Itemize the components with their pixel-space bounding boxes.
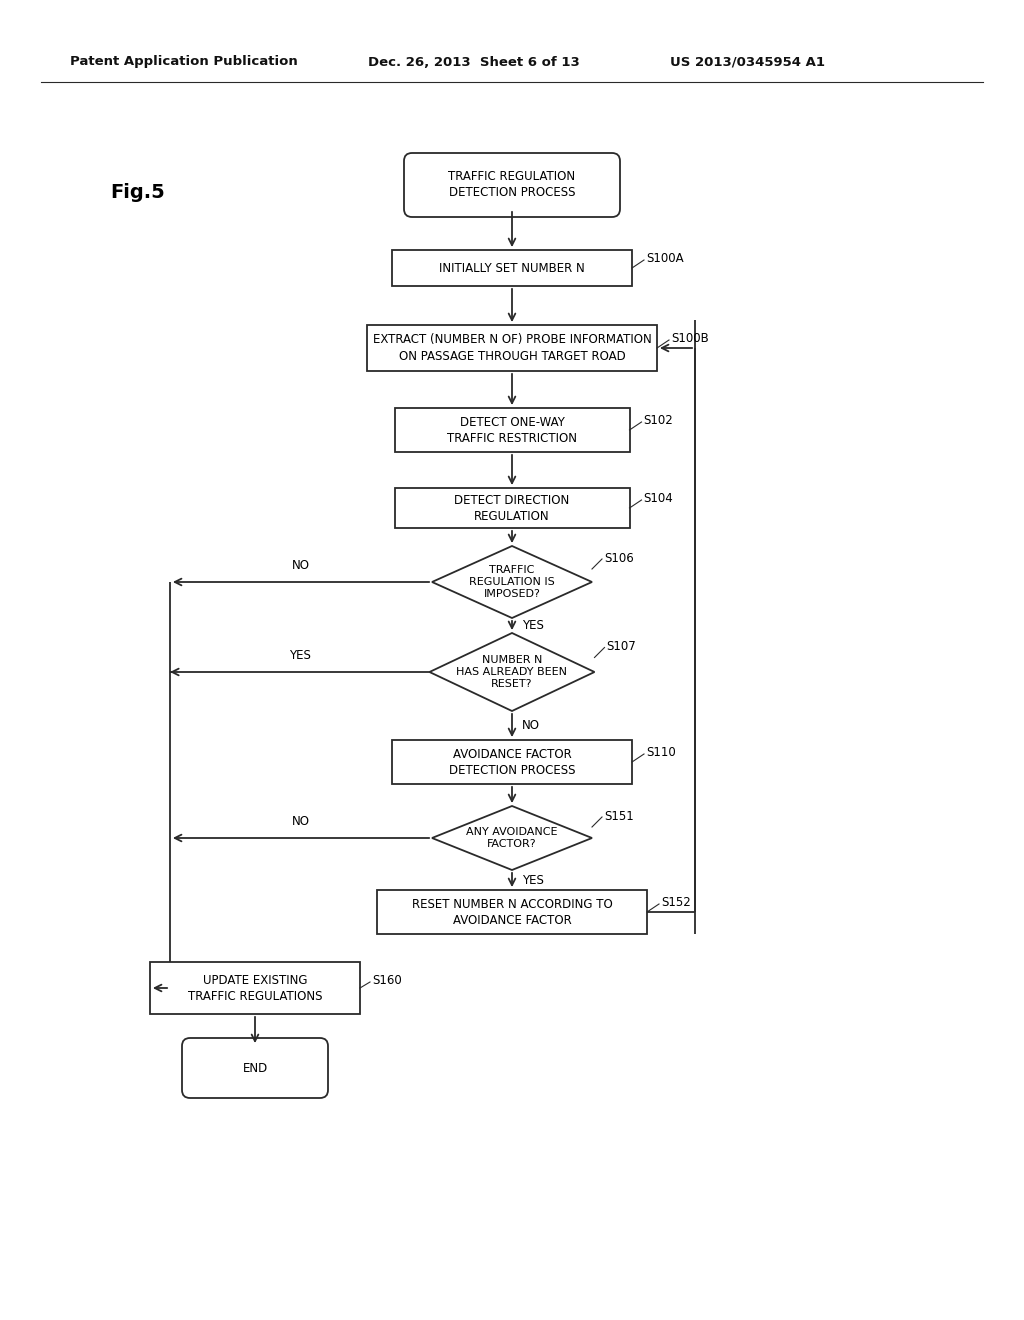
Text: TRAFFIC REGULATION
DETECTION PROCESS: TRAFFIC REGULATION DETECTION PROCESS	[449, 170, 575, 199]
FancyBboxPatch shape	[392, 249, 632, 286]
Text: S104: S104	[643, 491, 673, 504]
Text: Patent Application Publication: Patent Application Publication	[70, 55, 298, 69]
Text: END: END	[243, 1061, 267, 1074]
Text: US 2013/0345954 A1: US 2013/0345954 A1	[670, 55, 825, 69]
Text: NO: NO	[292, 558, 310, 572]
Text: S102: S102	[643, 413, 673, 426]
Text: UPDATE EXISTING
TRAFFIC REGULATIONS: UPDATE EXISTING TRAFFIC REGULATIONS	[187, 974, 323, 1002]
Text: S100B: S100B	[671, 331, 709, 345]
Text: YES: YES	[289, 649, 310, 663]
Text: Dec. 26, 2013  Sheet 6 of 13: Dec. 26, 2013 Sheet 6 of 13	[368, 55, 580, 69]
Text: S107: S107	[606, 640, 636, 653]
Text: S100A: S100A	[646, 252, 684, 264]
FancyBboxPatch shape	[367, 325, 657, 371]
Text: TRAFFIC
REGULATION IS
IMPOSED?: TRAFFIC REGULATION IS IMPOSED?	[469, 565, 555, 599]
Polygon shape	[429, 634, 595, 711]
FancyBboxPatch shape	[150, 962, 360, 1014]
FancyBboxPatch shape	[392, 741, 632, 784]
Text: S152: S152	[662, 895, 691, 908]
Text: S160: S160	[372, 974, 401, 986]
Text: S110: S110	[646, 746, 676, 759]
Text: EXTRACT (NUMBER N OF) PROBE INFORMATION
ON PASSAGE THROUGH TARGET ROAD: EXTRACT (NUMBER N OF) PROBE INFORMATION …	[373, 334, 651, 363]
Text: DETECT DIRECTION
REGULATION: DETECT DIRECTION REGULATION	[455, 494, 569, 523]
Text: NO: NO	[522, 719, 540, 733]
Text: NO: NO	[292, 814, 310, 828]
Text: YES: YES	[522, 619, 544, 632]
Polygon shape	[432, 807, 592, 870]
Text: ANY AVOIDANCE
FACTOR?: ANY AVOIDANCE FACTOR?	[466, 826, 558, 849]
Text: S151: S151	[604, 809, 634, 822]
FancyBboxPatch shape	[394, 488, 630, 528]
FancyBboxPatch shape	[394, 408, 630, 451]
FancyBboxPatch shape	[182, 1038, 328, 1098]
FancyBboxPatch shape	[404, 153, 620, 216]
FancyBboxPatch shape	[377, 890, 647, 935]
Text: INITIALLY SET NUMBER N: INITIALLY SET NUMBER N	[439, 261, 585, 275]
Polygon shape	[432, 546, 592, 618]
Text: RESET NUMBER N ACCORDING TO
AVOIDANCE FACTOR: RESET NUMBER N ACCORDING TO AVOIDANCE FA…	[412, 898, 612, 927]
Text: NUMBER N
HAS ALREADY BEEN
RESET?: NUMBER N HAS ALREADY BEEN RESET?	[457, 655, 567, 689]
Text: YES: YES	[522, 874, 544, 887]
Text: DETECT ONE-WAY
TRAFFIC RESTRICTION: DETECT ONE-WAY TRAFFIC RESTRICTION	[447, 416, 577, 445]
Text: AVOIDANCE FACTOR
DETECTION PROCESS: AVOIDANCE FACTOR DETECTION PROCESS	[449, 747, 575, 776]
Text: S106: S106	[604, 552, 634, 565]
Text: Fig.5: Fig.5	[111, 182, 165, 202]
